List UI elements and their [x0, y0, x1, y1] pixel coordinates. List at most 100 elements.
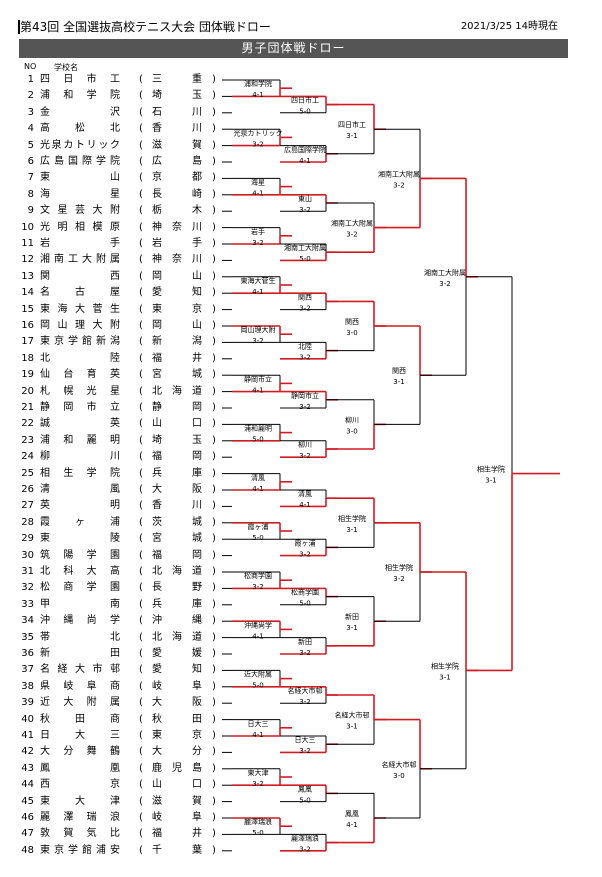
- prefecture-name: 兵庫: [152, 467, 202, 479]
- school-name: 沖縄尚学: [40, 615, 120, 627]
- entry-number: 22: [21, 418, 34, 430]
- paren-open: (: [139, 434, 143, 446]
- paren-close: ): [212, 205, 216, 217]
- entry-number: 45: [21, 795, 34, 807]
- prefecture-name: 兵庫: [152, 598, 202, 610]
- entry-number: 48: [21, 844, 34, 856]
- entry-number: 40: [21, 713, 34, 725]
- prefecture-name: 石川: [152, 106, 202, 118]
- match-score-label: 3-2: [299, 846, 310, 854]
- match-score-label: 5-0: [252, 534, 263, 542]
- school-name: 東京学館新潟: [40, 336, 120, 348]
- match-score-label: 3-2: [393, 181, 404, 189]
- paren-open: (: [139, 106, 143, 118]
- section-header: 男子団体戦ドロー: [19, 39, 568, 58]
- match-score-label: 4-1: [252, 288, 263, 296]
- entry-number: 9: [27, 205, 34, 217]
- match-score-label: 3-2: [299, 649, 310, 657]
- match-winner-label: 関西: [392, 367, 406, 375]
- paren-close: ): [212, 238, 216, 249]
- paren-open: (: [139, 352, 143, 364]
- match-winner-label: 湘南工大附属: [284, 243, 326, 252]
- prefecture-name: 岩手: [152, 238, 202, 249]
- match-score-label: 3-1: [439, 673, 450, 681]
- school-name: 広島国際学院: [40, 156, 120, 167]
- prefecture-name: 岐阜: [152, 812, 202, 823]
- paren-open: (: [139, 664, 143, 676]
- paren-open: (: [139, 188, 143, 200]
- school-name: 東海大菅生: [40, 303, 120, 315]
- entry-number: 19: [21, 369, 34, 381]
- paren-close: ): [212, 844, 216, 856]
- entry-number: 11: [21, 238, 34, 249]
- entry-number: 42: [21, 746, 34, 758]
- school-name: 高松北: [40, 123, 120, 135]
- paren-open: (: [139, 500, 143, 512]
- entry-number: 47: [21, 828, 34, 840]
- paren-open: (: [139, 451, 143, 463]
- prefecture-name: 北海道: [152, 631, 202, 643]
- school-name: 岡山理大附: [40, 320, 120, 331]
- entry-number: 23: [21, 434, 34, 446]
- paren-open: (: [139, 795, 143, 807]
- prefecture-name: 埼玉: [152, 90, 202, 102]
- match-winner-label: 関西: [345, 318, 359, 326]
- paren-open: (: [139, 320, 143, 331]
- match-winner-label: 東山: [298, 194, 312, 203]
- paren-close: ): [212, 385, 216, 397]
- entry-number: 18: [21, 352, 34, 364]
- prefecture-name: 千葉: [152, 844, 202, 856]
- prefecture-name: 茨城: [152, 516, 202, 528]
- match-winner-label: 松商学園: [291, 588, 319, 597]
- entry-number: 10: [21, 221, 34, 233]
- entry-number: 6: [27, 156, 34, 167]
- match-score-label: 3-1: [485, 477, 496, 485]
- paren-close: ): [212, 812, 216, 823]
- update-timestamp: 2021/3/25 14時現在: [460, 21, 558, 32]
- entry-number: 39: [21, 697, 34, 709]
- paren-close: ): [212, 680, 216, 692]
- school-name: 近大附属: [40, 697, 120, 709]
- paren-open: (: [139, 385, 143, 397]
- paren-open: (: [139, 631, 143, 643]
- match-winner-label: 霞ヶ浦: [248, 522, 269, 531]
- paren-open: (: [139, 238, 143, 249]
- match-winner-label: 名経大市邨: [382, 760, 417, 769]
- school-name: 清風: [40, 484, 120, 495]
- match-winner-label: 新田: [345, 612, 359, 621]
- match-score-label: 4-1: [252, 91, 263, 99]
- paren-close: ): [212, 336, 216, 348]
- paren-close: ): [212, 730, 216, 741]
- paren-close: ): [212, 156, 216, 167]
- match-winner-label: 東海大菅生: [241, 276, 276, 285]
- entry-number: 7: [27, 172, 34, 184]
- paren-close: ): [212, 762, 216, 774]
- entry-number: 26: [21, 484, 34, 495]
- entry-number: 35: [21, 631, 34, 643]
- paren-open: (: [139, 74, 143, 85]
- match-winner-label: 柳川: [345, 415, 359, 424]
- match-score-label: 3-2: [299, 550, 310, 558]
- page-title: 第43回 全国選抜高校テニス大会 団体戦ドロー: [20, 20, 271, 34]
- school-name: 東京学館浦安: [40, 844, 120, 856]
- paren-open: (: [139, 156, 143, 167]
- prefecture-name: 神奈川: [152, 221, 202, 233]
- section-title: 男子団体戦ドロー: [241, 41, 346, 55]
- match-score-label: 3-2: [299, 304, 310, 312]
- paren-close: ): [212, 566, 216, 577]
- prefecture-name: 大分: [152, 746, 202, 758]
- match-score-label: 3-2: [252, 140, 263, 148]
- paren-close: ): [212, 320, 216, 331]
- match-winner-label: 海星: [251, 178, 265, 187]
- match-winner-label: 相生学院: [338, 514, 366, 523]
- paren-close: ): [212, 434, 216, 446]
- prefecture-name: 鹿児島: [152, 762, 202, 774]
- paren-open: (: [139, 828, 143, 840]
- paren-open: (: [139, 812, 143, 823]
- paren-open: (: [139, 418, 143, 430]
- match-winner-label: 光泉カトリック: [234, 128, 283, 137]
- prefecture-name: 三重: [152, 74, 202, 85]
- match-score-label: 3-1: [346, 526, 357, 534]
- prefecture-name: 神奈川: [152, 254, 202, 266]
- school-name: 麗澤瑞浪: [40, 812, 120, 823]
